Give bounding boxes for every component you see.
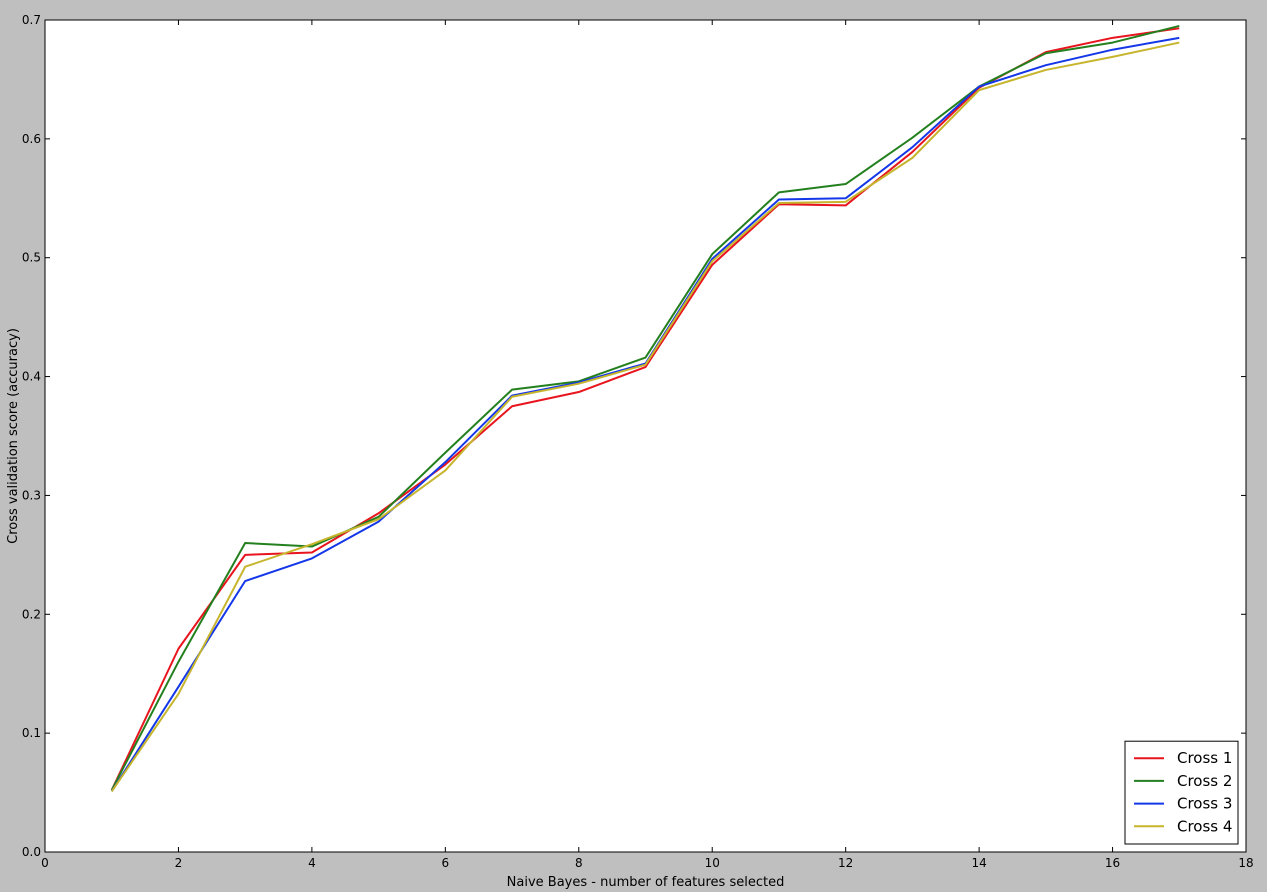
y-tick-label: 0.2 — [22, 607, 41, 621]
ticks-layer: 0 2 4 6 8 10 12 14 16 18 0.0 0.1 0.2 0.3 0.4 0.5 0.6 0.7 — [22, 13, 1254, 870]
y-tick-label: 0.4 — [22, 370, 41, 384]
series-layer — [110, 24, 1180, 792]
x-axis-label: Naive Bayes - number of features selecte… — [507, 875, 785, 890]
series-line-cross-4 — [110, 41, 1180, 792]
y-axis-label: Cross validation score (accuracy) — [6, 328, 21, 544]
y-tick-label: 0.6 — [22, 132, 41, 146]
y-tick-label: 0.7 — [22, 13, 41, 27]
x-tick-label: 8 — [575, 856, 583, 870]
x-tick-label: 0 — [41, 856, 49, 870]
x-tick-label: 12 — [838, 856, 853, 870]
x-tick-label: 18 — [1238, 856, 1253, 870]
plot-area — [45, 20, 1246, 852]
legend: Cross 1 Cross 2 Cross 3 Cross 4 — [1124, 740, 1239, 845]
legend-entry: Cross 2 — [1177, 772, 1232, 790]
x-tick-label: 14 — [971, 856, 986, 870]
y-tick-label: 0.0 — [22, 845, 41, 859]
x-tick-label: 6 — [442, 856, 450, 870]
y-tick-label: 0.5 — [22, 251, 41, 265]
y-tick-label: 0.1 — [22, 726, 41, 740]
legend-entry: Cross 4 — [1177, 817, 1232, 835]
x-tick-label: 16 — [1105, 856, 1120, 870]
series-line-cross-2 — [110, 24, 1180, 791]
legend-entry: Cross 3 — [1177, 795, 1232, 813]
legend-entry: Cross 1 — [1177, 749, 1232, 767]
y-tick-label: 0.3 — [22, 488, 41, 502]
x-tick-label: 2 — [175, 856, 183, 870]
plot-frame — [44, 19, 1247, 853]
x-tick-label: 10 — [705, 856, 720, 870]
x-tick-label: 4 — [308, 856, 316, 870]
